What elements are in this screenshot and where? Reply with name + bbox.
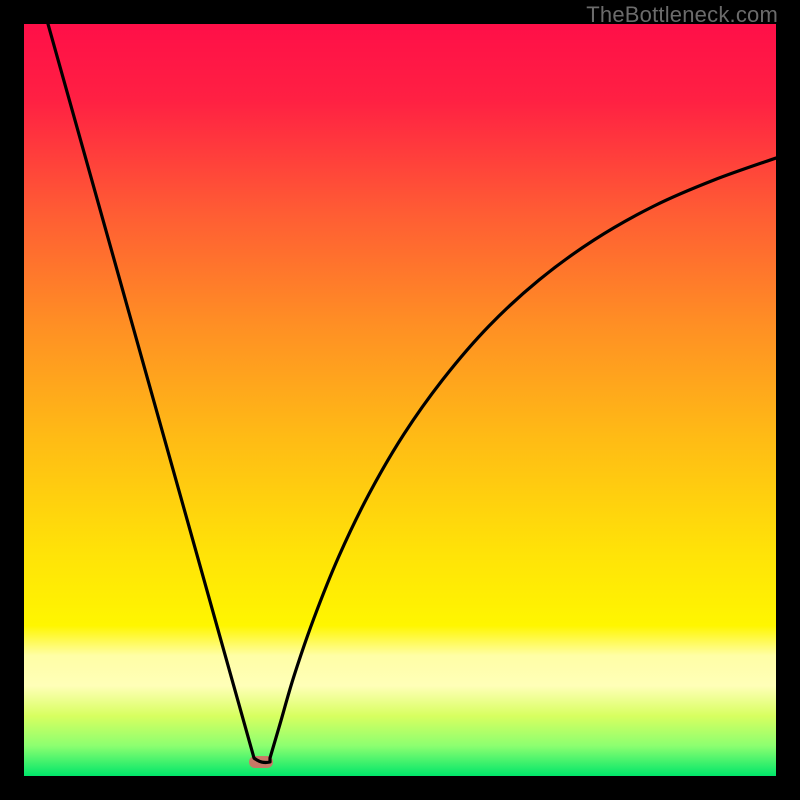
chart-svg bbox=[24, 24, 776, 776]
gradient-background bbox=[24, 24, 776, 776]
plot-area bbox=[24, 24, 776, 776]
chart-frame: TheBottleneck.com bbox=[0, 0, 800, 800]
